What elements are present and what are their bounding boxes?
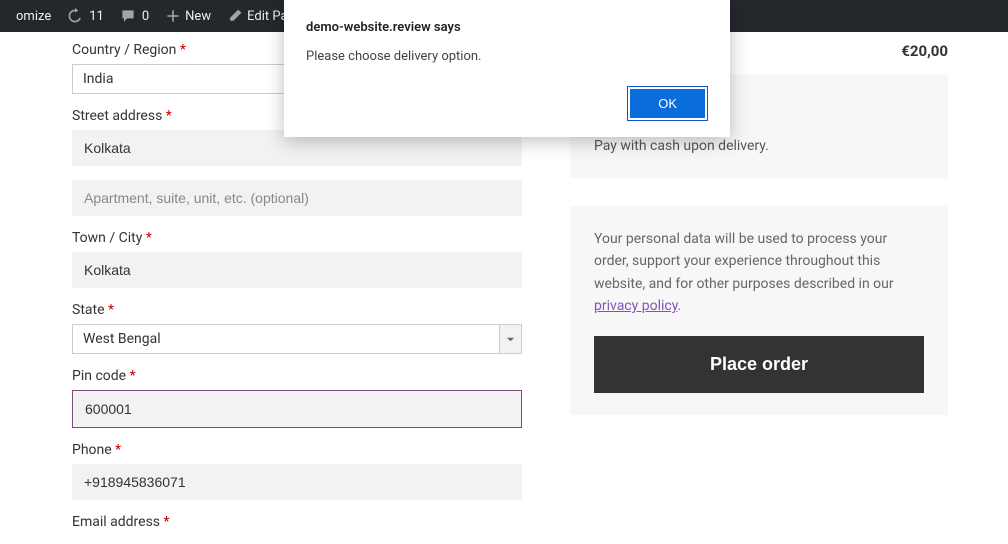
phone-input[interactable]: [72, 464, 522, 500]
apt-input[interactable]: [72, 180, 522, 216]
order-total: €20,00: [901, 42, 948, 60]
label-city: Town / City *: [72, 230, 540, 246]
plus-icon: [165, 8, 181, 24]
alert-ok-button[interactable]: OK: [630, 89, 705, 118]
label-phone: Phone *: [72, 442, 540, 458]
field-pin: Pin code *: [72, 368, 540, 428]
privacy-policy-link[interactable]: privacy policy: [594, 298, 678, 314]
label-state: State *: [72, 302, 540, 318]
comments-count: 0: [142, 9, 149, 24]
field-state: State * West Bengal: [72, 302, 540, 354]
adminbar-new-label: New: [185, 9, 211, 24]
field-phone: Phone *: [72, 442, 540, 500]
state-value: West Bengal: [72, 324, 522, 354]
field-email: Email address *: [72, 514, 540, 530]
comment-icon: [120, 8, 136, 24]
updates-icon: [67, 8, 83, 24]
privacy-and-submit: Your personal data will be used to proce…: [570, 206, 948, 415]
alert-message: Please choose delivery option.: [306, 49, 708, 64]
label-email: Email address *: [72, 514, 540, 530]
browser-alert: demo-website.review says Please choose d…: [284, 0, 730, 137]
adminbar-new[interactable]: New: [157, 8, 219, 24]
payment-method-desc: Pay with cash upon delivery.: [594, 138, 924, 154]
adminbar-customize-label: omize: [16, 9, 51, 24]
city-input[interactable]: [72, 252, 522, 288]
label-pin: Pin code *: [72, 368, 540, 384]
place-order-button[interactable]: Place order: [594, 336, 924, 393]
adminbar-comments[interactable]: 0: [112, 8, 157, 24]
field-apt: [72, 180, 540, 216]
pin-input[interactable]: [72, 390, 522, 428]
updates-count: 11: [89, 9, 104, 24]
state-select[interactable]: West Bengal: [72, 324, 522, 354]
privacy-text: Your personal data will be used to proce…: [594, 228, 924, 318]
field-city: Town / City *: [72, 230, 540, 288]
adminbar-updates[interactable]: 11: [59, 8, 112, 24]
alert-title: demo-website.review says: [306, 20, 708, 35]
adminbar-customize[interactable]: omize: [8, 9, 59, 24]
pencil-icon: [227, 8, 243, 24]
